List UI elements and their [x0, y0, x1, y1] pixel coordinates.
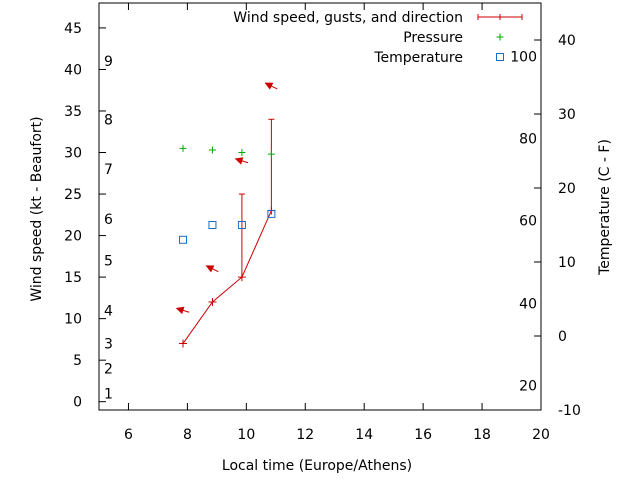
axes	[98, 2, 542, 411]
beaufort-label: 8	[104, 112, 113, 128]
beaufort-label: 4	[104, 303, 113, 319]
y-tick-label: 40	[64, 62, 82, 78]
wind-direction-arrowhead	[205, 265, 215, 273]
y-tick-label: 5	[73, 353, 82, 369]
y2-axis-label: Temperature (C - F)	[597, 139, 613, 276]
legend-swatch-temperature	[496, 53, 504, 61]
x-tick-label: 6	[124, 427, 133, 443]
legend-swatch-pressure	[496, 33, 504, 41]
y-tick-label: 0	[73, 395, 82, 411]
wind-speed-point	[178, 339, 187, 348]
legend-label-wind: Wind speed, gusts, and direction	[233, 10, 463, 26]
fahrenheit-label: 100	[510, 49, 537, 65]
chart-marks	[175, 82, 278, 348]
beaufort-label: 3	[104, 337, 113, 353]
y2-tick-label: -10	[558, 403, 581, 419]
x-tick-label: 20	[532, 427, 550, 443]
wind-direction-arrowhead	[234, 157, 244, 165]
beaufort-label: 9	[104, 54, 113, 70]
x-tick-label: 8	[183, 427, 192, 443]
y-tick-label: 10	[64, 312, 82, 328]
beaufort-label: 1	[104, 386, 113, 402]
wind-direction-arrowhead	[175, 306, 185, 315]
wind-speed-line	[182, 210, 272, 344]
y-tick-label: 15	[64, 270, 82, 286]
y-tick-label: 30	[64, 146, 82, 162]
x-tick-label: 12	[296, 427, 314, 443]
y-tick-label: 45	[64, 21, 82, 37]
temperature-point	[267, 209, 276, 218]
y2-tick-label: 0	[558, 329, 567, 345]
fahrenheit-label: 80	[519, 131, 537, 147]
beaufort-label: 7	[104, 162, 113, 178]
y-tick-label: 25	[64, 187, 82, 203]
wind-direction-arrowhead	[264, 82, 274, 90]
pressure-point	[208, 146, 216, 154]
y-axis-label: Wind speed (kt - Beaufort)	[29, 116, 45, 301]
temperature-point	[208, 221, 217, 229]
fahrenheit-label: 40	[519, 296, 537, 312]
y2-tick-label: 20	[558, 181, 576, 197]
fahrenheit-label: 60	[519, 214, 537, 230]
y2-tick-label: 10	[558, 255, 576, 271]
x-tick-label: 10	[237, 427, 255, 443]
beaufort-label: 5	[104, 253, 113, 269]
pressure-point	[238, 149, 246, 157]
x-tick-label: 16	[414, 427, 432, 443]
legend-label-pressure: Pressure	[403, 30, 463, 46]
beaufort-label: 6	[104, 212, 113, 228]
pressure-point	[179, 144, 187, 152]
fahrenheit-label: 20	[519, 379, 537, 395]
legend: Wind speed, gusts, and direction Pressure…	[233, 10, 523, 66]
temperature-point	[237, 221, 246, 229]
pressure-point	[267, 150, 275, 158]
axis-ticks: 6 8 10 12 14 16 18 2005101520253035404512345678…	[64, 3, 581, 443]
x-tick-label: 18	[473, 427, 491, 443]
wind-speed-point	[208, 298, 217, 307]
y-tick-label: 20	[64, 229, 82, 245]
beaufort-label: 2	[104, 361, 113, 377]
x-axis-label: Local time (Europe/Athens)	[222, 458, 412, 474]
plot-frame	[98, 2, 542, 411]
y-tick-label: 35	[64, 104, 82, 120]
y2-tick-label: 40	[558, 33, 576, 49]
x-tick-label: 14	[355, 427, 373, 443]
legend-label-temperature: Temperature	[373, 50, 463, 66]
y2-tick-label: 30	[558, 107, 576, 123]
temperature-point	[178, 235, 187, 244]
